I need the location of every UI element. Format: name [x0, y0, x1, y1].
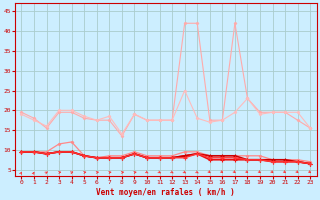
X-axis label: Vent moyen/en rafales ( km/h ): Vent moyen/en rafales ( km/h )	[96, 188, 235, 197]
